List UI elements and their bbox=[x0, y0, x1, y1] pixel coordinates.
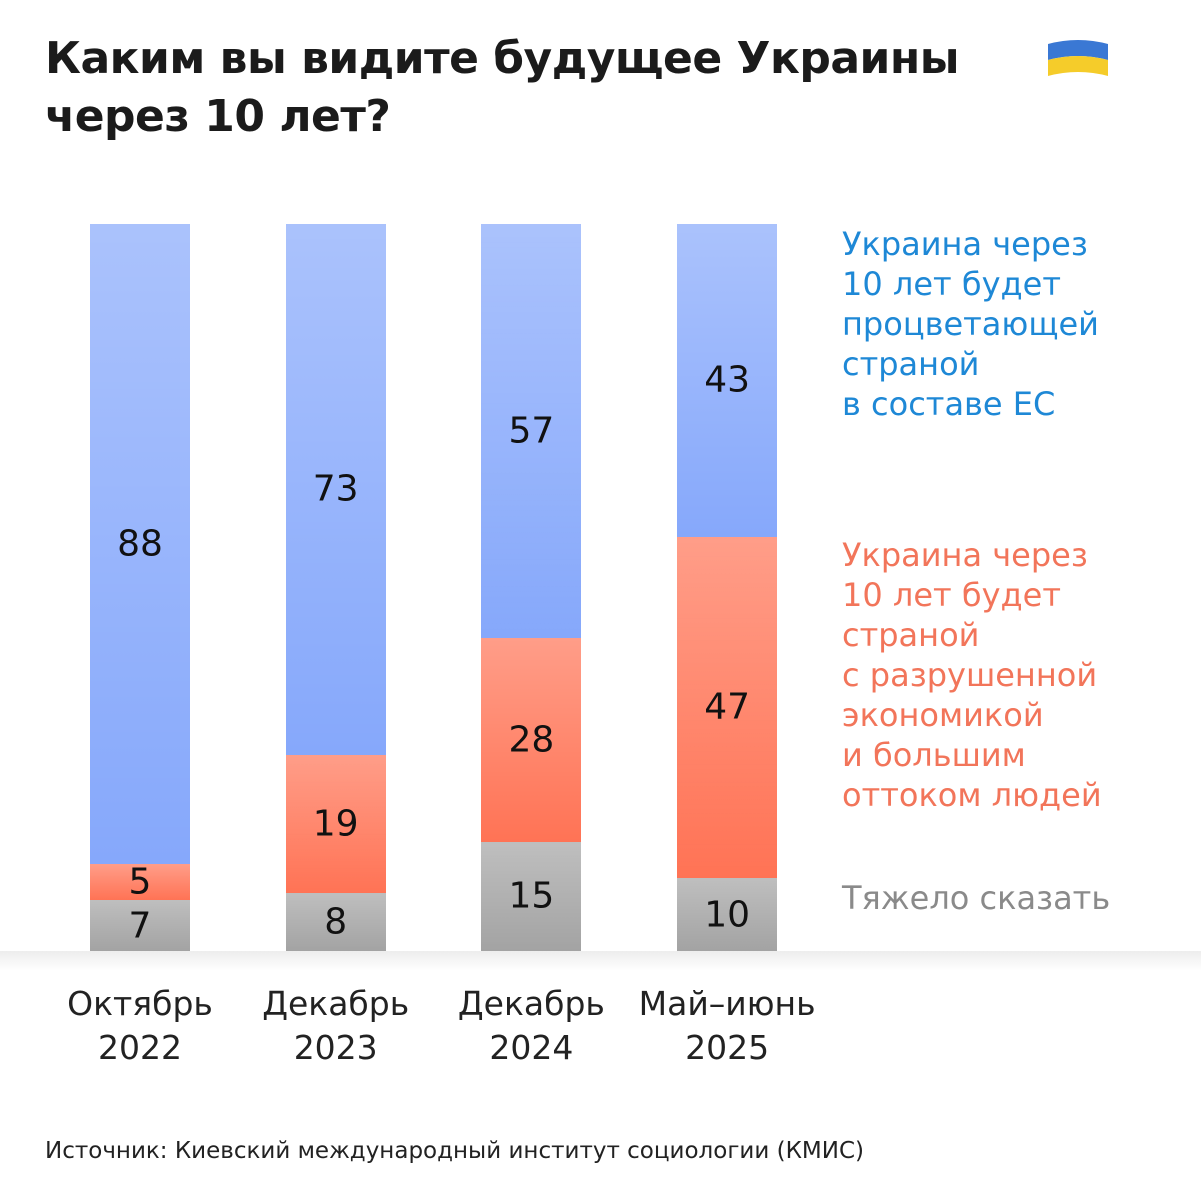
source-note: Источник: Киевский международный институ… bbox=[45, 1138, 865, 1164]
x-tick-label: Декабрь 2023 bbox=[262, 984, 410, 1067]
value-label: 88 bbox=[117, 523, 163, 565]
chart-title: Каким вы видите будущее Украины через 10… bbox=[45, 33, 960, 142]
value-label: 43 bbox=[704, 359, 750, 401]
legend-entry: Украина через 10 лет будет процветающей … bbox=[842, 225, 1099, 423]
bar-segment: 47 bbox=[677, 536, 778, 879]
value-label: 8 bbox=[324, 901, 348, 943]
value-label: 5 bbox=[128, 861, 152, 903]
bar-segment: 57 bbox=[481, 224, 582, 639]
value-label: 28 bbox=[508, 719, 555, 761]
bar-segment: 8 bbox=[285, 892, 386, 951]
x-tick-label: Декабрь 2024 bbox=[457, 984, 605, 1067]
value-label: 47 bbox=[704, 686, 750, 728]
value-label: 73 bbox=[312, 468, 359, 510]
x-tick-label: Октябрь 2022 bbox=[67, 984, 213, 1067]
bar-segment: 28 bbox=[481, 638, 582, 842]
baseline-band bbox=[0, 951, 1201, 971]
bar-segment: 5 bbox=[90, 861, 190, 903]
value-label: 7 bbox=[128, 905, 152, 947]
legend-entry: Украина через 10 лет будет страной с раз… bbox=[842, 536, 1102, 814]
value-label: 15 bbox=[508, 875, 555, 917]
bar-segment: 15 bbox=[481, 841, 582, 951]
bar-segment: 73 bbox=[285, 224, 386, 755]
legend-entry: Тяжело сказать bbox=[842, 879, 1111, 917]
value-label: 57 bbox=[508, 410, 555, 452]
x-tick-label: Май–июнь 2025 bbox=[638, 984, 816, 1067]
value-label: 10 bbox=[704, 894, 750, 936]
value-label: 19 bbox=[312, 803, 359, 845]
bar-segment: 7 bbox=[90, 900, 190, 951]
bar-segment: 88 bbox=[90, 224, 190, 864]
bar-segment: 10 bbox=[677, 878, 778, 951]
bar-segment: 43 bbox=[677, 224, 778, 537]
bar-segment: 19 bbox=[285, 754, 386, 893]
flag-icon bbox=[1048, 40, 1108, 76]
